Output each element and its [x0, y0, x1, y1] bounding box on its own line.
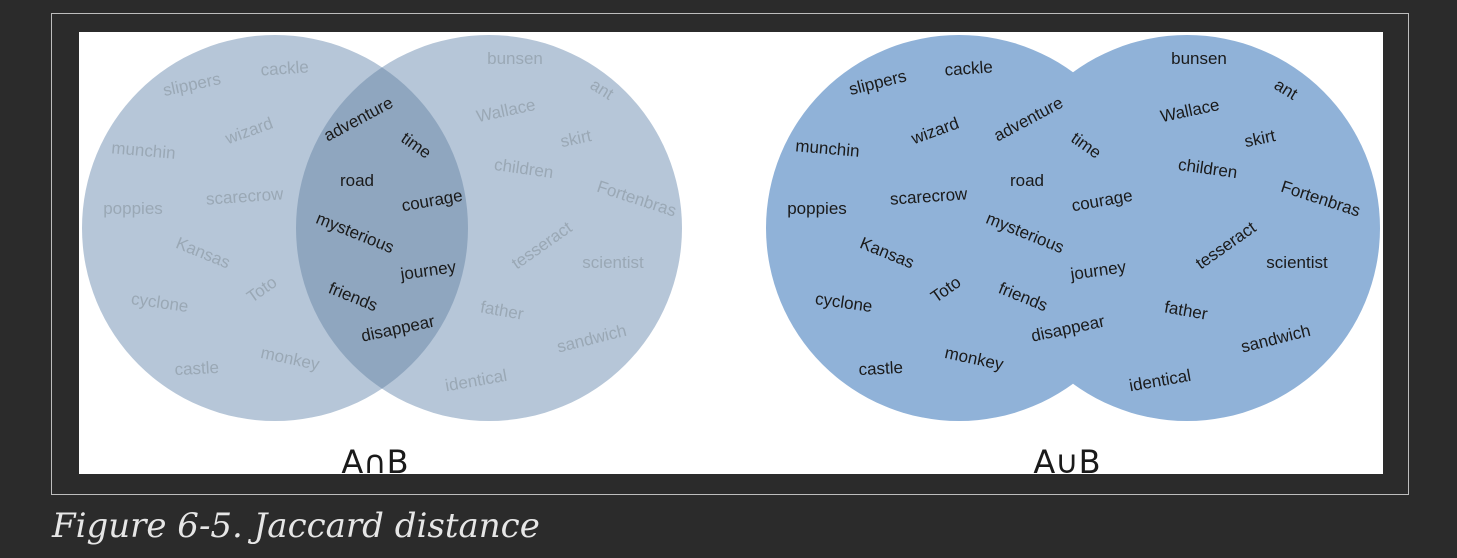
word-bunsen: bunsen: [487, 49, 543, 68]
figure-panel: slippers cackle munchin wizard poppies s…: [79, 32, 1383, 474]
intersection-diagram: slippers cackle munchin wizard poppies s…: [82, 35, 682, 474]
figure-caption: Figure 6-5. Jaccard distance: [52, 506, 540, 546]
union-label: A∪B: [1033, 443, 1100, 474]
intersection-label: A∩B: [341, 443, 408, 474]
word-poppies: poppies: [103, 199, 163, 218]
word-scientist: scientist: [582, 253, 644, 272]
union-diagram: slippers cackle munchin wizard adventure…: [766, 35, 1380, 474]
union-word-scientist: scientist: [1266, 253, 1328, 272]
union-word-castle: castle: [858, 358, 903, 379]
union-word-cackle: cackle: [944, 57, 993, 79]
union-word-road: road: [1010, 171, 1044, 190]
union-word-poppies: poppies: [787, 199, 847, 218]
union-set-b-circle: [994, 35, 1380, 421]
word-road: road: [340, 171, 374, 190]
intersection-region: [296, 35, 468, 421]
figure-frame: [51, 13, 1409, 495]
word-cackle: cackle: [260, 57, 309, 79]
venn-diagrams: slippers cackle munchin wizard poppies s…: [82, 35, 1380, 474]
union-word-bunsen: bunsen: [1171, 49, 1227, 68]
word-castle: castle: [174, 358, 219, 379]
